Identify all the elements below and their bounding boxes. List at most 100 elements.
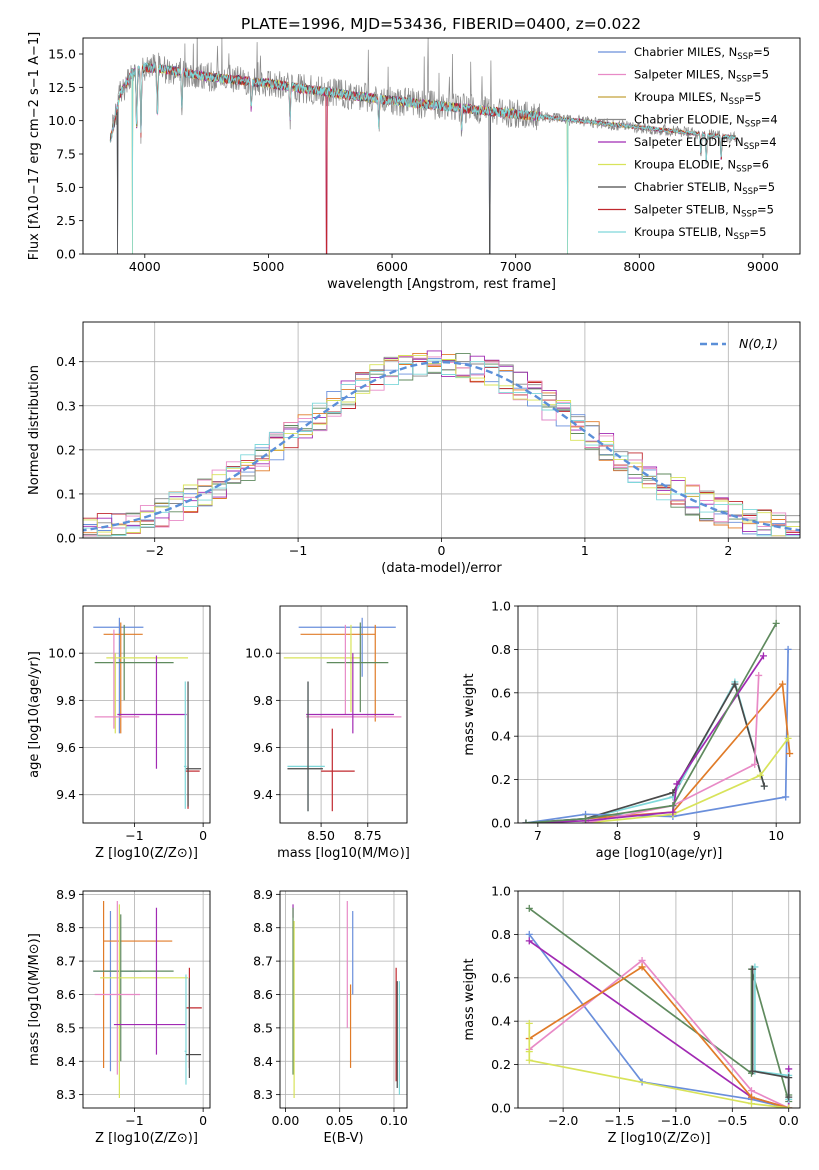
massweight-vs-Z-marker [747, 1093, 755, 1101]
massweight-vs-age-frame [517, 605, 801, 824]
massweight-vs-Z-ytick-label: 0.4 [491, 1014, 511, 1029]
massweight-vs-age-ytick-label: 0.0 [491, 816, 511, 831]
massweight-vs-Z-xtick-label: 0.0 [779, 1113, 799, 1128]
spectrum-frame [82, 37, 801, 255]
massweight-vs-age-ylabel: mass weight [462, 673, 477, 755]
mass-vs-Z-ytick-label: 8.4 [56, 1054, 76, 1069]
massweight-vs-Z-marker [785, 1074, 793, 1082]
massweight-vs-age-marker [784, 734, 792, 742]
residuals-xtick-label: 0 [438, 543, 446, 558]
age-vs-mass-ytick-label: 10.0 [245, 646, 273, 661]
residuals-ytick-label: 0.3 [56, 398, 76, 413]
massweight-vs-age-ytick-label: 0.8 [491, 642, 511, 657]
massweight-vs-age-marker [751, 760, 759, 768]
mass-vs-EBV-ytick-label: 8.9 [253, 887, 273, 902]
massweight-vs-age-marker [522, 819, 530, 823]
massweight-vs-age-marker [786, 750, 794, 758]
mass-vs-Z-ytick-label: 8.5 [56, 1020, 76, 1035]
age-vs-Z-xtick-label: −1 [125, 828, 143, 843]
spectrum-xtick-label: 8000 [623, 259, 655, 274]
massweight-vs-Z-panel: −2.0 −1.5 −1.0 −0.5 0.0 0.0 0.2 0.4 0.6 0.8 1.0 Z [… [462, 884, 801, 1146]
massweight-vs-age-marker [673, 780, 681, 788]
age-vs-mass-grid [280, 606, 407, 823]
spectrum-legend-label: Kroupa ELODIE, NSSP=6 [634, 158, 769, 175]
massweight-vs-Z-marker [785, 1104, 793, 1108]
massweight-vs-Z-marker [525, 937, 533, 945]
massweight-vs-Z-marker [749, 965, 757, 973]
spectrum-ytick-label: 10.0 [48, 113, 76, 128]
spectrum-xtick-label: 7000 [500, 259, 532, 274]
residuals-frame [82, 321, 801, 539]
mass-vs-Z-ytick-label: 8.8 [56, 920, 76, 935]
massweight-vs-age-marker [731, 680, 739, 688]
massweight-vs-Z-marker [525, 930, 533, 938]
massweight-vs-Z-marker [749, 1067, 757, 1075]
residuals-xlabel: (data-model)/error [381, 561, 502, 576]
massweight-vs-Z-marker [525, 904, 533, 912]
massweight-vs-Z-marker [525, 1056, 533, 1064]
massweight-vs-age-plot [522, 619, 794, 823]
spectrum-legend: Chabrier MILES, NSSP=5 Salpeter MILES, NS… [598, 45, 778, 242]
massweight-vs-Z-series-line [754, 967, 790, 1100]
massweight-vs-age-marker [669, 808, 677, 816]
spectrum-legend-label: Salpeter STELIB, NSSP=5 [634, 203, 774, 220]
mass-vs-Z-ytick-label: 8.9 [56, 887, 76, 902]
massweight-vs-Z-ytick-label: 0.6 [491, 970, 511, 985]
mass-vs-EBV-xtick-label: 0.00 [272, 1113, 300, 1128]
spectrum-legend-label: Salpeter MILES, NSSP=5 [634, 68, 769, 85]
massweight-vs-Z-ylabel: mass weight [462, 958, 477, 1040]
spectrum-ytick-label: 7.5 [56, 147, 76, 162]
age-vs-Z-plot [93, 617, 202, 809]
massweight-vs-Z-marker [525, 1019, 533, 1027]
spectrum-ylabel: Flux [fλ10−17 erg cm−2 s−1 A−1] [27, 32, 42, 260]
spectrum-series-line [109, 63, 737, 254]
massweight-vs-Z-marker [747, 1087, 755, 1095]
massweight-vs-age-series-line [585, 737, 789, 823]
spectrum-ytick-label: 5.0 [56, 180, 76, 195]
massweight-vs-Z-series-line [528, 933, 789, 1108]
spectrum-plot [109, 38, 737, 254]
spectrum-legend-label: Chabrier MILES, NSSP=5 [634, 45, 770, 62]
massweight-vs-age-marker [779, 680, 787, 688]
age-vs-mass-xtick-label: 8.50 [307, 828, 335, 843]
spectrum-ytick-label: 15.0 [48, 47, 76, 62]
age-vs-mass-plot [283, 617, 402, 812]
mass-vs-EBV-ytick-label: 8.3 [253, 1087, 273, 1102]
mass-vs-EBV-ytick-label: 8.6 [253, 987, 273, 1002]
mass-vs-Z-ytick-label: 8.7 [56, 954, 76, 969]
massweight-vs-age-xtick-label: 10 [768, 828, 784, 843]
residuals-xtick-label: −2 [145, 543, 163, 558]
figure-title: PLATE=1996, MJD=53436, FIBERID=0400, z=0… [241, 15, 641, 33]
age-vs-Z-ytick-label: 10.0 [48, 646, 76, 661]
residuals-ytick-label: 0.4 [56, 354, 76, 369]
residuals-xtick-label: 2 [724, 543, 732, 558]
spectrum-xlabel: wavelength [Angstrom, rest frame] [327, 277, 556, 292]
residuals-ylabel: Normed distribution [27, 365, 42, 495]
mass-vs-Z-panel: −1 0 8.3 8.4 8.5 8.6 8.7 8.8 8.9 Z [log10(Z/Z⊙)] m… [27, 887, 211, 1146]
massweight-vs-Z-series-line [751, 969, 790, 1098]
mass-vs-EBV-xtick-label: 0.10 [380, 1113, 408, 1128]
mass-vs-Z-ytick-label: 8.6 [56, 987, 76, 1002]
massweight-vs-Z-marker [747, 1100, 755, 1108]
residuals-ytick-label: 0.1 [56, 486, 76, 501]
massweight-vs-age-ytick-label: 1.0 [491, 599, 511, 614]
mass-vs-EBV-frame [279, 890, 408, 1109]
panels: 4000 5000 6000 7000 8000 90000.02.55.07.510.0… [27, 32, 801, 1146]
massweight-vs-age-marker [760, 782, 768, 790]
mass-vs-EBV-ytick-label: 8.8 [253, 920, 273, 935]
massweight-vs-age-series-line [525, 622, 777, 823]
massweight-vs-Z-series-line [528, 940, 790, 1108]
massweight-vs-age-marker [582, 815, 590, 823]
spectrum-legend-label: Kroupa MILES, NSSP=5 [634, 90, 761, 107]
massweight-vs-Z-xtick-label: −1.5 [604, 1113, 634, 1128]
mass-vs-Z-frame [82, 890, 211, 1109]
massweight-vs-Z-marker [785, 1093, 793, 1101]
residuals-plot [83, 350, 800, 537]
spectrum-legend-label: Salpeter ELODIE, NSSP=4 [634, 135, 777, 152]
spectrum-xtick-label: 5000 [253, 259, 285, 274]
massweight-vs-age-series-line [585, 675, 760, 823]
age-vs-Z-panel: −1 0 9.4 9.6 9.8 10.0 Z [log10(Z/Z⊙)] age [log1… [27, 605, 211, 861]
age-vs-Z-ytick-label: 9.4 [56, 787, 76, 802]
massweight-vs-Z-series-line [528, 959, 790, 1108]
